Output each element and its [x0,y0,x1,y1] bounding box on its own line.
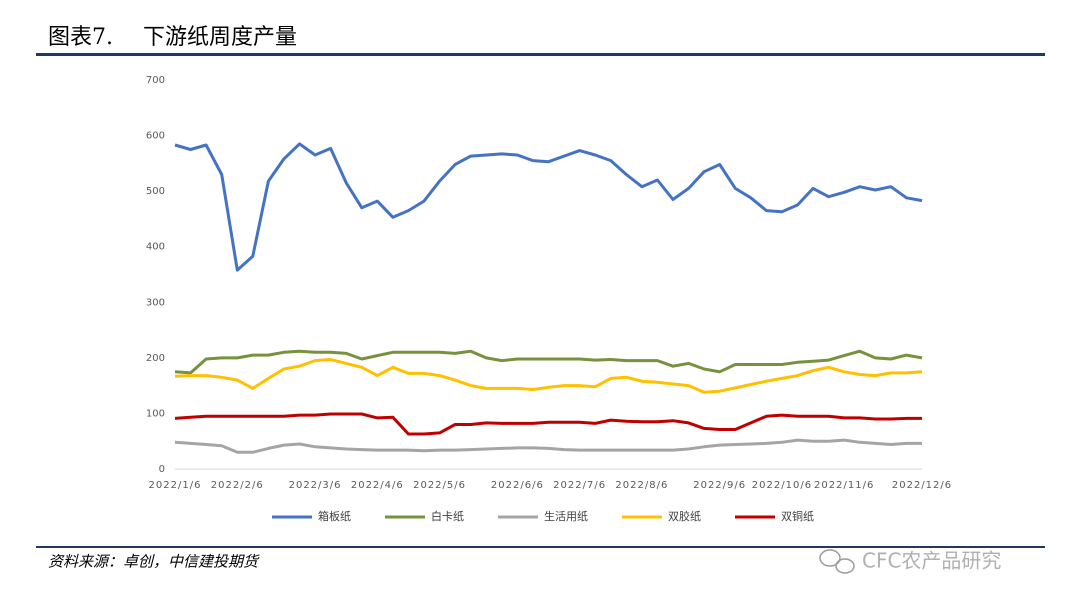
x-tick-label: 2022/11/6 [814,480,874,491]
x-tick-label: 2022/1/6 [149,480,202,491]
y-tick-label: 600 [146,131,165,142]
series-line [174,358,923,394]
series-line [174,412,922,436]
x-tick-label: 2022/4/6 [351,480,404,491]
legend-label: 生活用纸 [544,509,588,523]
x-tick-label: 2022/5/6 [413,480,466,491]
figure-label: 图表7. [48,25,113,50]
x-tick-label: 2022/10/6 [752,480,812,491]
y-tick-label: 400 [146,242,165,253]
series-line [174,142,923,272]
legend-label: 箱板纸 [318,509,351,523]
y-tick-label: 700 [146,75,165,86]
series-line [174,349,923,375]
chart-title: 下游纸周度产量 [143,25,297,50]
legend-label: 双铜纸 [781,509,814,523]
x-tick-label: 2022/8/6 [615,480,668,491]
x-tick-label: 2022/2/6 [211,480,264,491]
y-tick-label: 300 [146,297,165,308]
x-tick-label: 2022/7/6 [553,480,606,491]
x-tick-label: 2022/12/6 [892,480,952,491]
watermark: CFC农产品研究 [862,549,1001,573]
x-tick-label: 2022/6/6 [491,480,544,491]
legend-label: 白卡纸 [431,509,464,523]
series-line [174,438,922,454]
y-tick-label: 500 [146,186,165,197]
y-tick-label: 100 [146,408,165,419]
y-tick-label: 200 [146,353,165,364]
legend-label: 双胶纸 [668,509,701,523]
header-rule [36,53,1045,56]
x-tick-label: 2022/3/6 [289,480,342,491]
y-tick-label: 0 [159,464,165,475]
source-note: 资料来源：卓创，中信建投期货 [48,553,260,571]
watermark-icon [819,549,855,574]
x-tick-label: 2022/9/6 [693,480,746,491]
footer-rule [36,546,1045,548]
